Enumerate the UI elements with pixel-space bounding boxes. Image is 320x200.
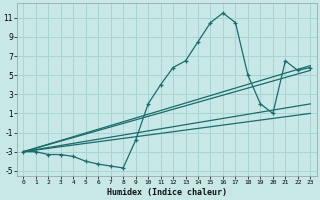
X-axis label: Humidex (Indice chaleur): Humidex (Indice chaleur) [107,188,227,197]
